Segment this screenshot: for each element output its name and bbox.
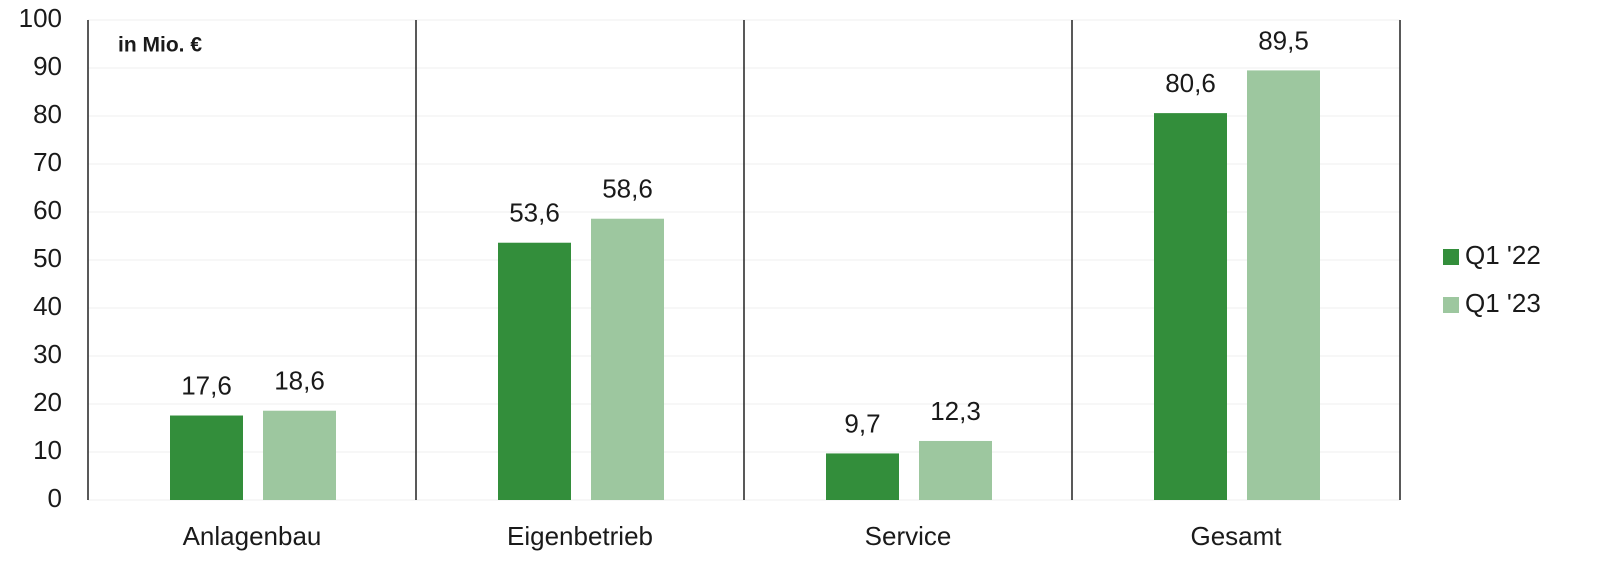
- bar: [263, 410, 336, 500]
- x-tick-label: Gesamt: [1190, 521, 1282, 551]
- y-tick-label: 100: [19, 3, 62, 33]
- y-tick-label: 50: [33, 243, 62, 273]
- data-label: 53,6: [509, 198, 560, 228]
- bar: [1154, 113, 1227, 501]
- bar: [498, 242, 571, 500]
- y-tick-label: 70: [33, 147, 62, 177]
- legend-label: Q1 '23: [1465, 288, 1541, 318]
- y-tick-label: 20: [33, 387, 62, 417]
- bar: [826, 453, 899, 500]
- bar: [919, 440, 992, 500]
- data-label: 12,3: [930, 396, 981, 426]
- legend-swatch: [1443, 297, 1459, 313]
- data-label: 17,6: [181, 370, 232, 400]
- y-tick-label: 90: [33, 51, 62, 81]
- y-tick-label: 80: [33, 99, 62, 129]
- y-tick-label: 0: [48, 483, 62, 513]
- y-tick-label: 30: [33, 339, 62, 369]
- annotation: in Mio. €: [118, 34, 202, 57]
- legend-swatch: [1443, 249, 1459, 265]
- data-label: 18,6: [274, 366, 325, 396]
- data-label: 9,7: [844, 408, 880, 438]
- y-tick-label: 40: [33, 291, 62, 321]
- data-label: 89,5: [1258, 25, 1309, 55]
- x-tick-label: Anlagenbau: [183, 521, 322, 551]
- legend-label: Q1 '22: [1465, 240, 1541, 270]
- data-label: 58,6: [602, 174, 653, 204]
- x-tick-label: Eigenbetrieb: [507, 521, 653, 551]
- bar: [170, 415, 243, 500]
- y-tick-label: 10: [33, 435, 62, 465]
- y-tick-label: 60: [33, 195, 62, 225]
- bar: [591, 218, 664, 500]
- bar: [1247, 70, 1320, 501]
- x-tick-label: Service: [865, 521, 952, 551]
- data-label: 80,6: [1165, 68, 1216, 98]
